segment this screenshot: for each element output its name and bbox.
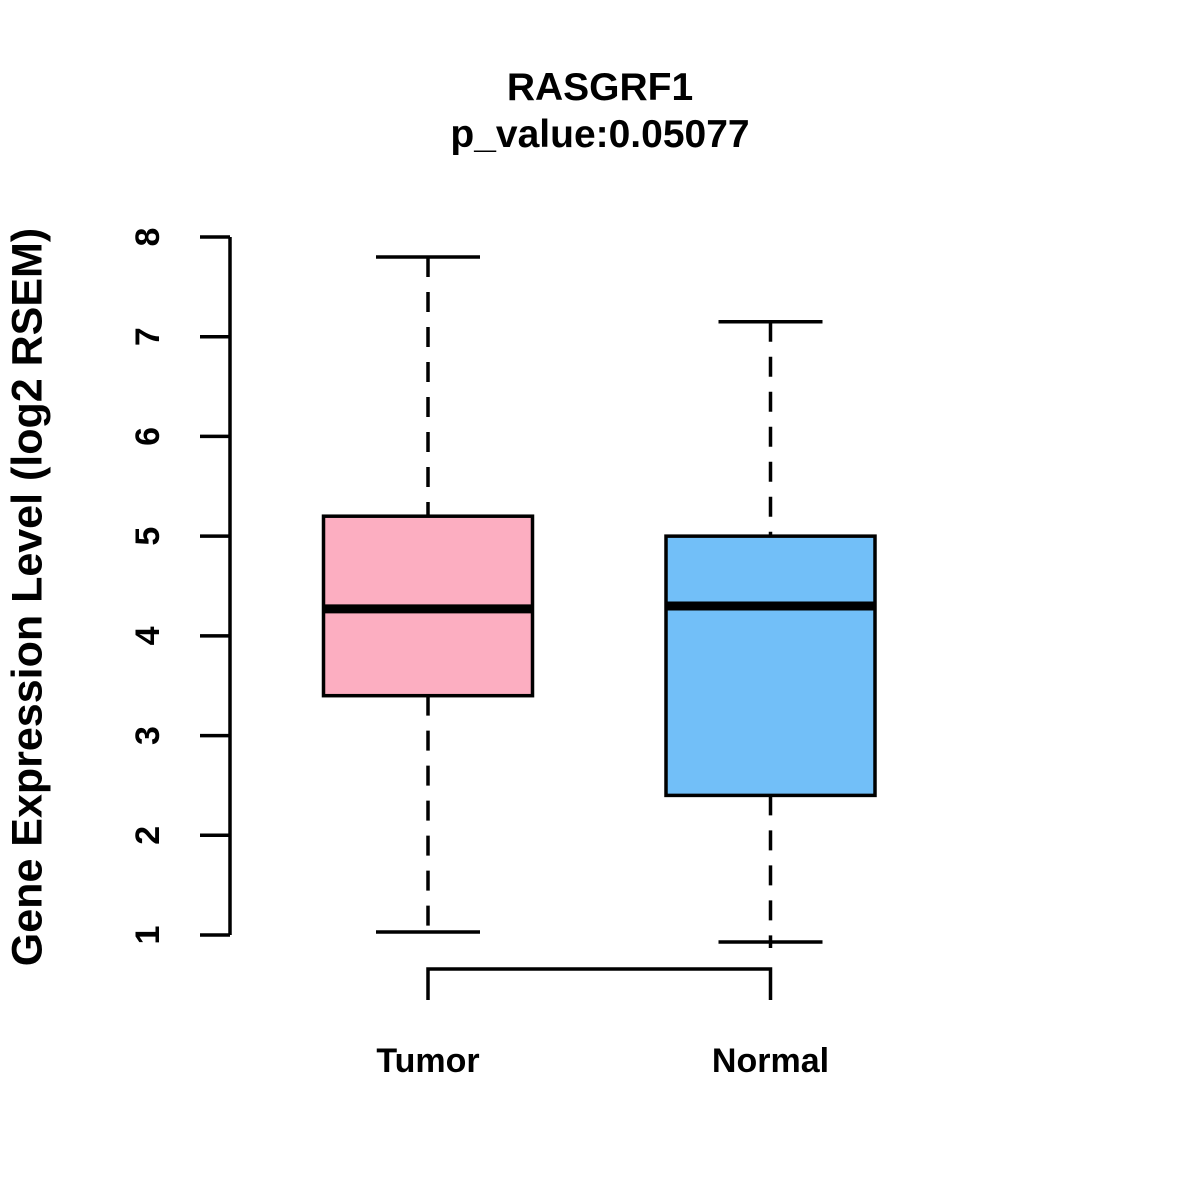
y-tick-label: 7 bbox=[129, 327, 167, 346]
title-block: RASGRF1 p_value:0.05077 bbox=[0, 64, 1200, 158]
y-tick-label: 6 bbox=[129, 427, 167, 446]
chart-title: RASGRF1 bbox=[506, 66, 694, 109]
chart-subtitle: p_value:0.05077 bbox=[450, 113, 750, 156]
y-tick-label: 4 bbox=[129, 626, 167, 645]
iqr-box bbox=[664, 534, 877, 798]
y-tick-label: 8 bbox=[129, 228, 167, 247]
y-tick-label: 1 bbox=[129, 926, 167, 945]
x-label-normal: Normal bbox=[712, 1042, 829, 1080]
x-label-tumor: Tumor bbox=[376, 1042, 479, 1080]
y-tick-label: 2 bbox=[129, 826, 167, 845]
x-axis-bracket bbox=[426, 967, 773, 1000]
y-tick-label: 5 bbox=[129, 527, 167, 546]
box-tumor bbox=[321, 255, 535, 939]
box-normal bbox=[664, 320, 877, 948]
y-tick-label: 3 bbox=[129, 726, 167, 745]
